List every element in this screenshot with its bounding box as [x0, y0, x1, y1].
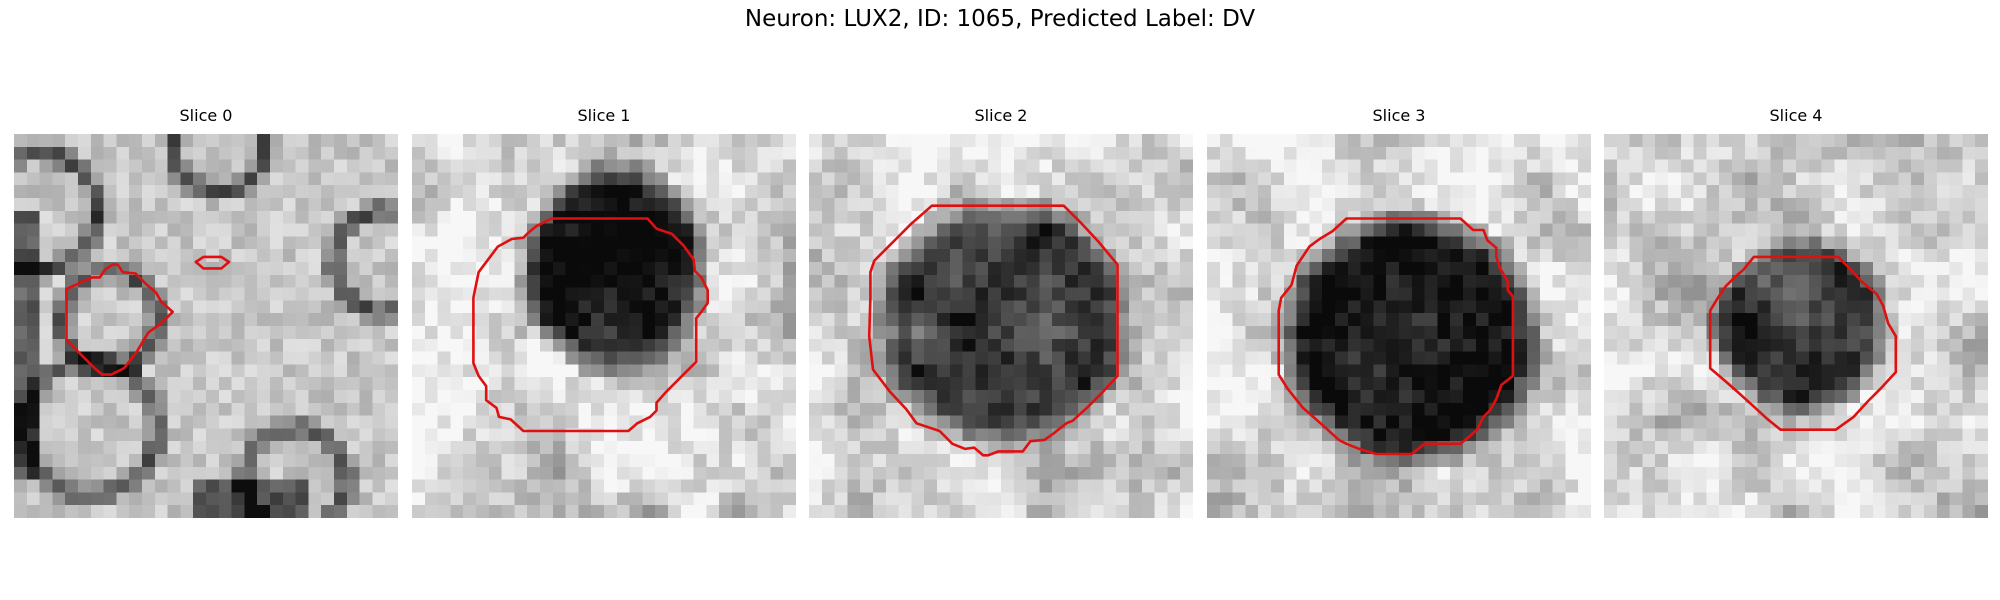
- segmentation-contour: [867, 204, 1119, 457]
- slice-title: Slice 1: [577, 106, 631, 125]
- microscopy-image-slice-0: [14, 134, 398, 518]
- segmentation-contour: [194, 255, 231, 270]
- slice-title: Slice 0: [179, 106, 233, 125]
- segmentation-contour: [1277, 217, 1515, 456]
- slice-title: Slice 2: [974, 106, 1028, 125]
- slice-title: Slice 4: [1769, 106, 1823, 125]
- segmentation-contour: [1708, 255, 1898, 432]
- microscopy-image-slice-4: [1604, 134, 1988, 518]
- segmentation-contour: [65, 263, 174, 376]
- figure-title: Neuron: LUX2, ID: 1065, Predicted Label:…: [744, 6, 1256, 32]
- slice-title: Slice 3: [1372, 106, 1426, 125]
- microscopy-image-slice-3: [1207, 134, 1591, 518]
- microscopy-image-slice-1: [412, 134, 796, 518]
- segmentation-contour: [472, 217, 710, 433]
- microscopy-image-slice-2: [809, 134, 1193, 518]
